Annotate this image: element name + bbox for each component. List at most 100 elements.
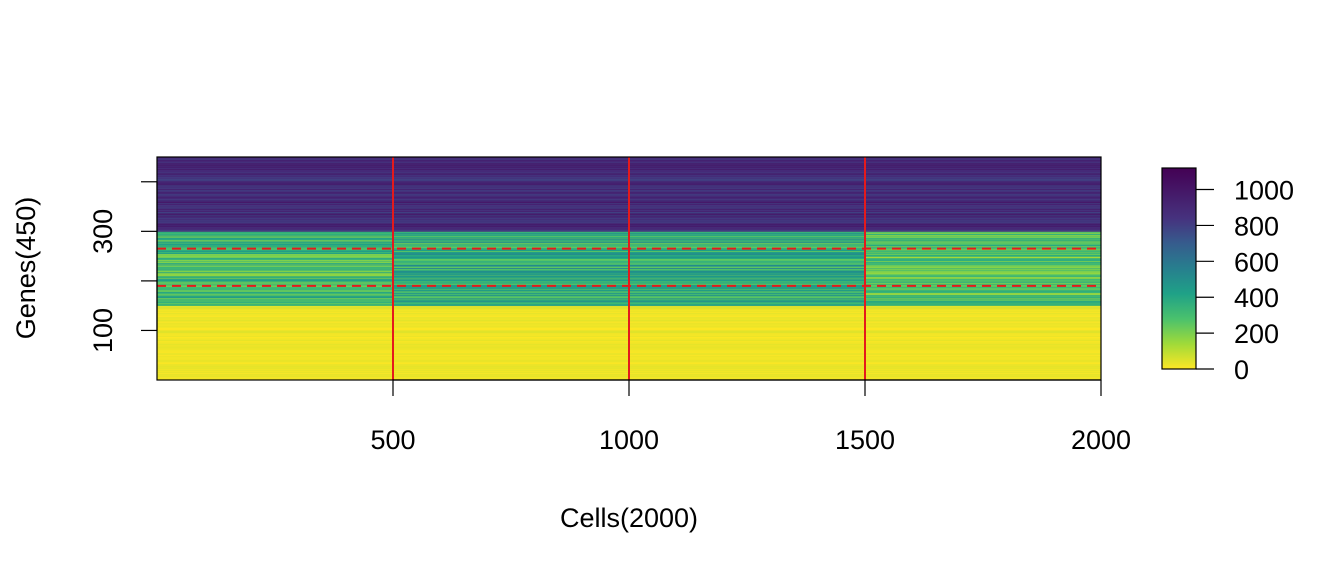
heatmap-cell: [865, 232, 1101, 234]
heatmap-cell: [157, 254, 393, 256]
heatmap-cell: [865, 272, 1101, 274]
heatmap-cell: [865, 246, 1101, 248]
heatmap-cell: [157, 238, 393, 240]
y-axis: 100 300: [88, 181, 158, 353]
heatmap-cell: [865, 262, 1101, 264]
heatmap-cell: [157, 266, 393, 267]
colorbar-tick-label: 400: [1234, 283, 1279, 313]
heatmap-cell: [157, 249, 393, 251]
heatmap-cell: [157, 277, 393, 279]
heatmap-cell: [865, 273, 1101, 275]
heatmap-cell: [157, 246, 393, 248]
heatmap-cell: [157, 263, 393, 264]
heatmap-cell: [157, 279, 393, 281]
heatmap-cell: [865, 260, 1101, 261]
heatmap-cell: [157, 282, 393, 284]
heatmap-cell: [157, 288, 393, 290]
heatmap-cell: [865, 242, 1101, 244]
heatmap-cell: [865, 264, 1101, 265]
heatmap-cell: [157, 256, 393, 258]
heatmap-cell: [865, 271, 1101, 273]
heatmap-cell: [865, 246, 1101, 248]
heatmap-cell: [865, 292, 1101, 294]
heatmap-cell: [865, 265, 1101, 266]
heatmap-cell: [865, 244, 1101, 246]
heatmap-cell: [865, 278, 1101, 280]
heatmap-cell: [865, 236, 1101, 238]
heatmap-cell: [157, 233, 393, 235]
heatmap-cell: [865, 280, 1101, 282]
heatmap-cell: [157, 293, 393, 295]
x-tick-label: 1000: [599, 425, 659, 455]
heatmap-cell: [865, 287, 1101, 289]
heatmap-cell: [865, 270, 1101, 272]
heatmap-cell: [865, 270, 1101, 272]
heatmap-cell: [865, 298, 1101, 300]
colorbar-gradient: [1161, 167, 1197, 370]
heatmap-cell: [865, 245, 1101, 247]
heatmap-cell: [157, 241, 393, 243]
heatmap-cell: [157, 286, 393, 288]
heatmap-cell: [157, 291, 393, 293]
heatmap-cell: [865, 293, 1101, 295]
heatmap-cell: [865, 267, 1101, 269]
heatmap-cell: [157, 252, 393, 254]
heatmap-cell: [157, 253, 393, 255]
heatmap-cell: [865, 258, 1101, 260]
heatmap-cell: [865, 265, 1101, 267]
heatmap-cell: [157, 269, 393, 271]
heatmap-cell: [865, 294, 1101, 296]
heatmap-cell: [865, 256, 1101, 258]
heatmap-cell: [157, 301, 393, 303]
heatmap-cell: [157, 258, 393, 259]
heatmap-cell: [865, 305, 1101, 307]
heatmap-cell: [157, 238, 393, 240]
heatmap-cell: [865, 300, 1101, 302]
heatmap-cell: [865, 268, 1101, 269]
heatmap-cell: [865, 261, 1101, 263]
heatmap-cell: [157, 254, 393, 256]
heatmap-cell: [157, 295, 393, 297]
heatmap-cell: [865, 282, 1101, 284]
heatmap-cell: [157, 300, 393, 302]
heatmap-cell: [157, 269, 393, 271]
heatmap-cell: [157, 255, 393, 257]
heatmap-cell: [865, 242, 1101, 244]
heatmap-cell: [157, 304, 393, 306]
heatmap-cell: [157, 289, 393, 291]
heatmap-cell: [157, 273, 393, 275]
heatmap-cell: [865, 243, 1101, 245]
heatmap-cell: [865, 288, 1101, 290]
heatmap-cell: [865, 293, 1101, 295]
heatmap-cell: [157, 267, 393, 269]
heatmap-cell: [157, 259, 393, 261]
heatmap-cell: [157, 305, 393, 307]
heatmap-cell: [865, 269, 1101, 271]
heatmap-cell: [865, 240, 1101, 242]
heatmap-cell: [157, 248, 393, 250]
heatmap-cell: [865, 250, 1101, 252]
heatmap-cell: [865, 257, 1101, 259]
heatmap-cell: [157, 287, 393, 289]
heatmap-cell: [865, 299, 1101, 301]
heatmap-cell: [865, 304, 1101, 306]
heatmap-cell: [157, 258, 393, 260]
heatmap-cell: [157, 294, 393, 296]
heatmap-cell: [157, 297, 393, 299]
heatmap-cell: [157, 295, 393, 297]
heatmap-cell: [865, 301, 1101, 303]
heatmap-cell: [865, 251, 1101, 253]
heatmap-cell: [157, 265, 393, 266]
heatmap-cell: [865, 302, 1101, 304]
heatmap-cell: [157, 245, 393, 247]
heatmap-cell: [865, 255, 1101, 257]
heatmap-cell: [865, 255, 1101, 257]
heatmap-cell: [157, 294, 393, 296]
heatmap-cell: [157, 293, 393, 295]
heatmap-cell: [865, 238, 1101, 240]
heatmap-cell: [157, 298, 393, 300]
heatmap-cell: [865, 239, 1101, 241]
heatmap-cell: [157, 244, 393, 246]
heatmap-cell: [157, 245, 393, 247]
heatmap-cell: [157, 299, 393, 301]
